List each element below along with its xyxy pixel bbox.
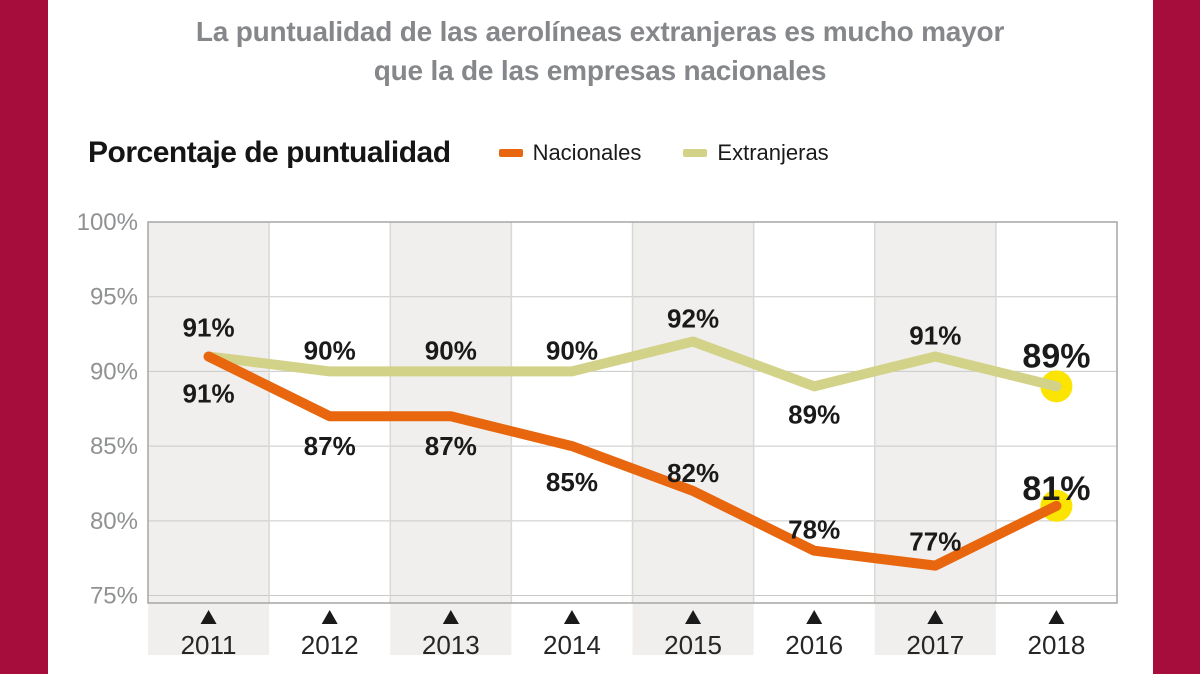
y-tick-label: 90% bbox=[90, 358, 138, 385]
x-tick-label: 2011 bbox=[181, 630, 237, 660]
right-accent-bar bbox=[1153, 0, 1200, 674]
x-marker-triangle bbox=[563, 610, 580, 624]
data-label: 77% bbox=[909, 527, 961, 557]
legend-item-extranjeras: Extranjeras bbox=[683, 140, 829, 166]
data-label: 85% bbox=[546, 467, 598, 497]
chart-title-line2: que la de las empresas nacionales bbox=[373, 55, 827, 86]
legend-label-extranjeras: Extranjeras bbox=[717, 140, 829, 165]
data-label: 90% bbox=[546, 335, 598, 365]
series-line-extranjeras bbox=[203, 336, 1062, 392]
data-label: 89% bbox=[788, 399, 840, 429]
x-marker-triangle bbox=[1048, 610, 1065, 624]
chart-title: La puntualidad de las aerolíneas extranj… bbox=[60, 12, 1140, 90]
data-label: 87% bbox=[425, 431, 477, 461]
data-label: 82% bbox=[667, 458, 719, 488]
left-accent-bar bbox=[0, 0, 48, 674]
x-tick-label: 2018 bbox=[1028, 630, 1086, 660]
x-marker-triangle bbox=[685, 610, 702, 624]
x-tick-label: 2012 bbox=[301, 630, 359, 660]
legend: Nacionales Extranjeras bbox=[498, 140, 829, 166]
y-tick-label: 75% bbox=[90, 583, 138, 610]
axis-title: Porcentaje de puntualidad bbox=[88, 136, 451, 169]
x-tick-label: 2017 bbox=[906, 630, 964, 660]
data-label: 81% bbox=[1022, 470, 1090, 508]
series-line-nacionales bbox=[203, 351, 1062, 571]
subhead-row: Porcentaje de puntualidad Nacionales Ext… bbox=[88, 136, 1120, 170]
legend-swatch-extranjeras bbox=[683, 149, 708, 157]
data-label: 91% bbox=[183, 312, 235, 342]
x-tick-label: 2016 bbox=[785, 630, 843, 660]
data-label: 92% bbox=[667, 304, 719, 334]
x-marker-triangle bbox=[806, 610, 823, 624]
data-label: 91% bbox=[183, 378, 235, 408]
y-tick-label: 80% bbox=[90, 508, 138, 535]
column-stripe bbox=[390, 222, 512, 655]
x-marker-triangle bbox=[200, 610, 217, 624]
column-stripe bbox=[874, 222, 996, 655]
y-tick-label: 85% bbox=[90, 433, 138, 460]
x-marker-triangle bbox=[321, 610, 338, 624]
x-marker-triangle bbox=[442, 610, 459, 624]
x-tick-label: 2014 bbox=[543, 630, 601, 660]
y-tick-label: 95% bbox=[90, 284, 138, 311]
legend-item-nacionales: Nacionales bbox=[498, 140, 642, 166]
data-label: 78% bbox=[788, 515, 840, 545]
data-label: 91% bbox=[909, 320, 961, 350]
data-label: 90% bbox=[425, 335, 477, 365]
column-stripe bbox=[148, 222, 270, 655]
x-tick-label: 2015 bbox=[664, 630, 722, 660]
legend-label-nacionales: Nacionales bbox=[532, 140, 642, 165]
data-label: 87% bbox=[304, 431, 356, 461]
y-tick-label: 100% bbox=[77, 209, 138, 236]
x-marker-triangle bbox=[927, 610, 944, 624]
legend-swatch-nacionales bbox=[498, 149, 523, 157]
x-tick-label: 2013 bbox=[422, 630, 480, 660]
chart-title-line1: La puntualidad de las aerolíneas extranj… bbox=[195, 16, 1005, 47]
data-label: 90% bbox=[304, 335, 356, 365]
data-label: 89% bbox=[1022, 337, 1090, 375]
plot-border bbox=[147, 221, 1118, 604]
column-stripe bbox=[632, 222, 754, 655]
